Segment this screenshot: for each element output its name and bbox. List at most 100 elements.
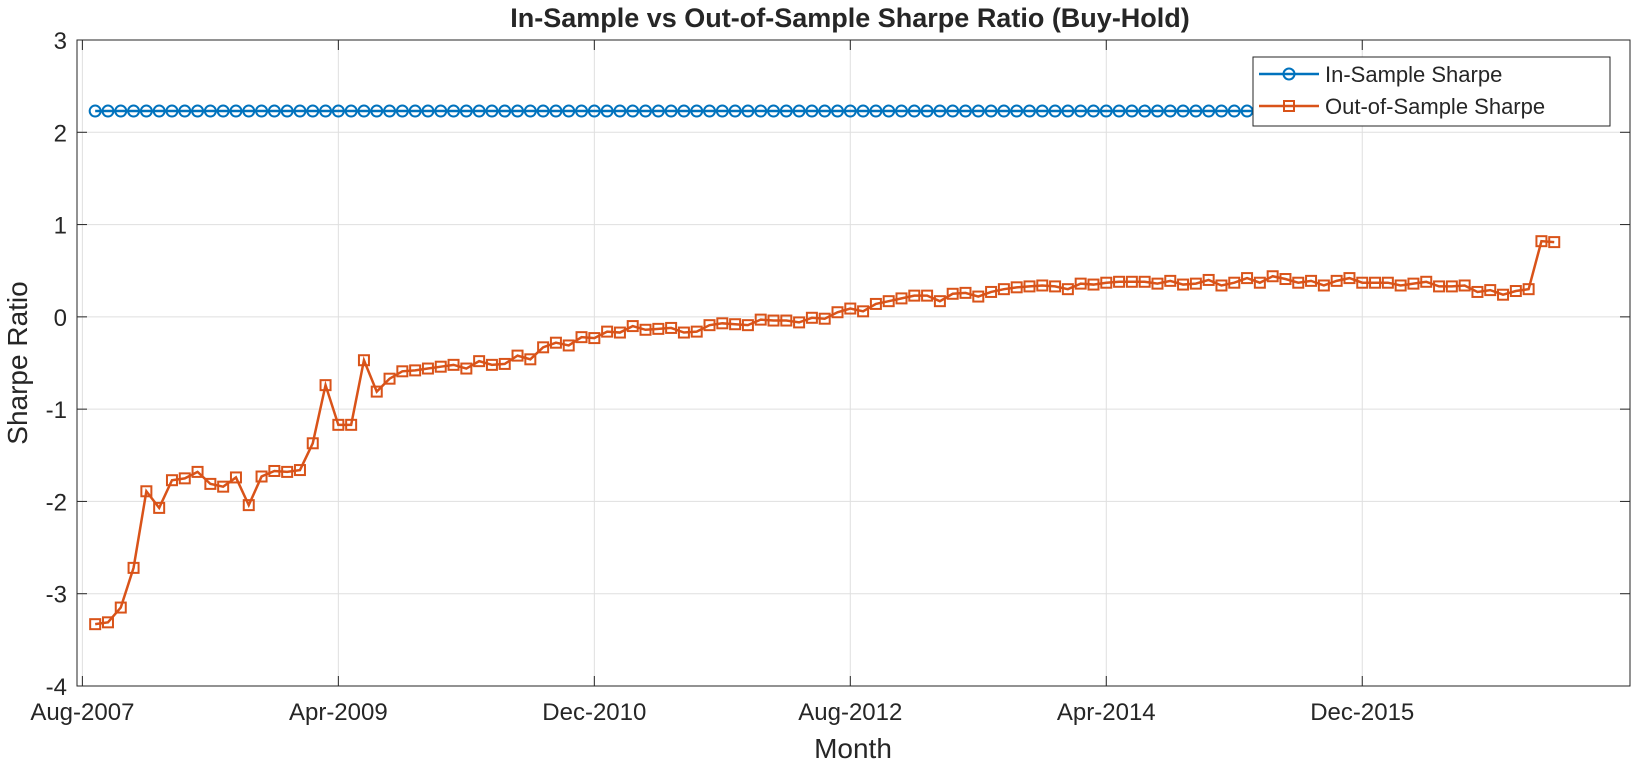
data-point-out-of-sample — [1445, 280, 1458, 293]
data-point-out-of-sample — [319, 379, 332, 392]
data-point-out-of-sample — [1279, 273, 1292, 286]
data-point-in-sample — [88, 104, 102, 118]
data-point-out-of-sample — [562, 339, 575, 352]
data-point-out-of-sample — [1497, 288, 1510, 301]
data-point-out-of-sample — [1202, 273, 1215, 286]
data-point-in-sample — [920, 104, 934, 118]
data-point-in-sample — [664, 104, 678, 118]
data-point-out-of-sample — [511, 349, 524, 362]
data-point-in-sample — [575, 104, 589, 118]
data-point-out-of-sample — [242, 499, 255, 512]
data-point-out-of-sample — [1241, 272, 1254, 285]
data-point-out-of-sample — [306, 437, 319, 450]
data-point-out-of-sample — [1433, 280, 1446, 293]
data-point-out-of-sample — [844, 302, 857, 315]
data-point-in-sample — [1227, 104, 1241, 118]
data-point-out-of-sample — [1330, 274, 1343, 287]
data-point-in-sample — [1048, 104, 1062, 118]
data-point-out-of-sample — [1266, 270, 1279, 283]
data-point-out-of-sample — [332, 418, 345, 431]
data-point-in-sample — [767, 104, 781, 118]
x-tick-label: Dec-2015 — [1310, 699, 1414, 726]
data-point-in-sample — [267, 104, 281, 118]
data-point-out-of-sample — [1420, 275, 1433, 288]
y-tick-label: -1 — [46, 397, 67, 424]
data-point-in-sample — [1061, 104, 1075, 118]
data-point-out-of-sample — [997, 283, 1010, 296]
data-point-out-of-sample — [383, 372, 396, 385]
data-point-out-of-sample — [690, 325, 703, 338]
data-point-out-of-sample — [677, 326, 690, 339]
data-point-in-sample — [562, 104, 576, 118]
data-point-out-of-sample — [601, 325, 614, 338]
data-point-out-of-sample — [1164, 274, 1177, 287]
data-point-in-sample — [1086, 104, 1100, 118]
data-point-out-of-sample — [1061, 283, 1074, 296]
data-point-out-of-sample — [857, 305, 870, 318]
data-point-out-of-sample — [703, 319, 716, 332]
y-tick-label: 0 — [54, 305, 67, 332]
data-point-out-of-sample — [357, 354, 370, 367]
legend: In-Sample Sharpe Out-of-Sample Sharpe — [1252, 56, 1611, 127]
data-point-out-of-sample — [485, 358, 498, 371]
data-point-out-of-sample — [793, 316, 806, 329]
data-point-out-of-sample — [1381, 276, 1394, 289]
legend-marker-in-sample — [1282, 67, 1296, 81]
data-point-out-of-sample — [153, 501, 166, 514]
legend-box — [1252, 56, 1611, 127]
data-point-out-of-sample — [293, 464, 306, 477]
x-tick-label: Aug-2012 — [798, 699, 902, 726]
legend-label-out-of-sample: Out-of-Sample Sharpe — [1325, 94, 1545, 119]
data-point-out-of-sample — [114, 601, 127, 614]
data-point-out-of-sample — [665, 321, 678, 334]
data-point-in-sample — [997, 104, 1011, 118]
data-point-in-sample — [1022, 104, 1036, 118]
data-point-in-sample — [703, 104, 717, 118]
data-point-in-sample — [818, 104, 832, 118]
data-point-out-of-sample — [165, 474, 178, 487]
data-point-out-of-sample — [1100, 276, 1113, 289]
data-point-in-sample — [1163, 104, 1177, 118]
data-point-in-sample — [331, 104, 345, 118]
data-point-out-of-sample — [345, 418, 358, 431]
data-point-in-sample — [907, 104, 921, 118]
data-point-out-of-sample — [1369, 276, 1382, 289]
data-point-in-sample — [485, 104, 499, 118]
data-point-out-of-sample — [191, 465, 204, 478]
data-point-in-sample — [203, 104, 217, 118]
data-point-out-of-sample — [447, 358, 460, 371]
data-point-in-sample — [984, 104, 998, 118]
data-point-out-of-sample — [127, 561, 140, 574]
data-point-out-of-sample — [1228, 276, 1241, 289]
data-point-out-of-sample — [537, 341, 550, 354]
data-point-in-sample — [293, 104, 307, 118]
data-point-in-sample — [1138, 104, 1152, 118]
data-point-in-sample — [587, 104, 601, 118]
data-point-out-of-sample — [908, 289, 921, 302]
data-point-in-sample — [1074, 104, 1088, 118]
data-point-out-of-sample — [946, 287, 959, 300]
data-point-out-of-sample — [204, 477, 217, 490]
data-point-in-sample — [1202, 104, 1216, 118]
data-point-in-sample — [152, 104, 166, 118]
x-tick-label: Dec-2010 — [542, 699, 646, 726]
data-point-in-sample — [779, 104, 793, 118]
data-point-out-of-sample — [1522, 283, 1535, 296]
data-point-out-of-sample — [805, 311, 818, 324]
y-tick-label: 1 — [54, 213, 67, 240]
data-point-in-sample — [395, 104, 409, 118]
data-point-in-sample — [805, 104, 819, 118]
data-point-out-of-sample — [729, 318, 742, 331]
data-point-in-sample — [127, 104, 141, 118]
data-point-in-sample — [178, 104, 192, 118]
data-point-out-of-sample — [498, 357, 511, 370]
data-point-out-of-sample — [1177, 278, 1190, 291]
data-point-in-sample — [306, 104, 320, 118]
data-point-in-sample — [677, 104, 691, 118]
y-tick-label: 2 — [54, 120, 67, 147]
data-point-out-of-sample — [1049, 280, 1062, 293]
data-point-in-sample — [1010, 104, 1024, 118]
data-point-in-sample — [651, 104, 665, 118]
data-point-in-sample — [843, 104, 857, 118]
